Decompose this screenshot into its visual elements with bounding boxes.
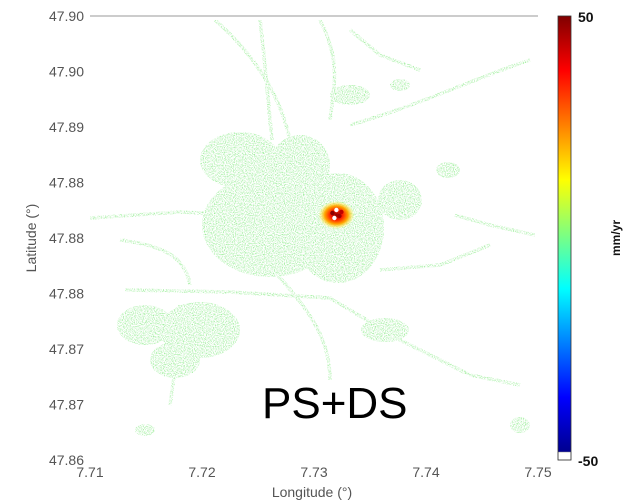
- hotspot-point: [339, 209, 344, 215]
- hotspot-halo: [318, 201, 355, 229]
- x-axis-title: Longitude (°): [272, 484, 352, 500]
- x-tick-label: 7.74: [412, 464, 439, 480]
- colorbar-unit-label: mm/yr: [609, 220, 623, 256]
- y-tick-label: 47.88: [49, 286, 84, 302]
- urban-far-east: [378, 180, 422, 220]
- infrastructure-line: [253, 248, 332, 381]
- y-tick-label: 47.90: [49, 8, 84, 24]
- x-tick-label: 7.73: [300, 464, 327, 480]
- x-axis-ticks: 7.71 7.72 7.73 7.74 7.75: [76, 464, 551, 480]
- infrastructure-line: [168, 304, 182, 406]
- colorbar-frame: [557, 15, 572, 461]
- y-tick-label: 47.90: [49, 64, 84, 80]
- colorbar-nodata-swatch: [557, 451, 572, 461]
- y-axis-ticks: 47.90 47.90 47.89 47.88 47.88 47.88 47.87 47.87…: [49, 8, 84, 468]
- hotspot-point: [337, 213, 342, 219]
- infrastructure-line: [454, 213, 536, 237]
- suburb-west: [117, 305, 173, 345]
- village-south-west: [135, 424, 155, 436]
- point-cloud: [89, 18, 536, 436]
- y-tick-label: 47.87: [49, 341, 84, 357]
- x-tick-label: 7.72: [188, 464, 215, 480]
- infrastructure-line: [379, 243, 491, 272]
- infrastructure-line: [89, 210, 251, 220]
- village-south-east: [510, 417, 530, 433]
- village-north: [330, 85, 370, 105]
- infrastructure-line: [119, 238, 192, 286]
- colorbar-min-label: -50: [578, 453, 598, 469]
- x-tick-label: 7.75: [524, 464, 551, 480]
- infrastructure-line: [124, 288, 521, 387]
- y-tick-label: 47.88: [49, 230, 84, 246]
- y-axis-title: Latitude (°): [23, 204, 39, 273]
- colorbar: 50 -50 mm/yr: [557, 9, 623, 469]
- urban-north-west: [200, 132, 280, 188]
- village-east: [436, 162, 460, 178]
- subsidence-hotspot: [318, 201, 355, 229]
- hotspot-point: [334, 207, 339, 213]
- hotspot-point: [332, 215, 337, 221]
- hotspot-point: [330, 210, 335, 216]
- infrastructure-line: [213, 18, 292, 141]
- urban-north: [270, 135, 330, 195]
- infrastructure-line: [348, 28, 421, 72]
- ps-ds-annotation: PS+DS: [262, 379, 408, 428]
- y-tick-label: 47.87: [49, 397, 84, 413]
- y-tick-label: 47.88: [49, 175, 84, 191]
- infrastructure-line: [258, 19, 274, 141]
- x-tick-label: 7.71: [76, 464, 103, 480]
- infrastructure-line: [318, 19, 337, 121]
- village-north-east: [390, 79, 410, 91]
- y-tick-label: 47.89: [49, 119, 84, 135]
- y-tick-label: 47.86: [49, 452, 84, 468]
- colorbar-gradient: [558, 16, 571, 452]
- map-area: [89, 15, 538, 460]
- infrastructure-line: [349, 58, 531, 127]
- colorbar-max-label: 50: [578, 9, 594, 25]
